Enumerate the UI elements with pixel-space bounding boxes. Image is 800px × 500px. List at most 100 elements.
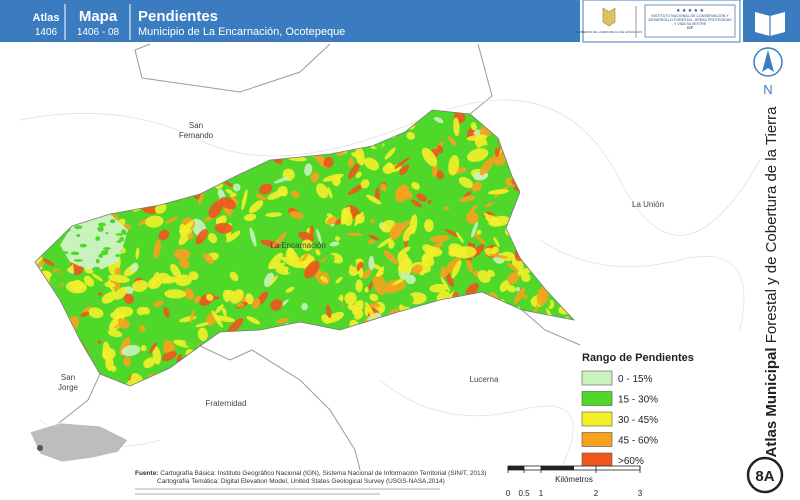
slope-patch [522, 293, 528, 299]
slope-patch [329, 241, 340, 247]
slope-patch [130, 262, 139, 272]
slope-patch [215, 304, 224, 314]
slope-patch [226, 289, 235, 296]
slope-patch [536, 286, 549, 306]
slope-patch [380, 183, 387, 192]
slope-patch [97, 340, 102, 344]
slope-patch [471, 181, 482, 192]
slope-patch [154, 203, 167, 214]
slope-patch [369, 293, 379, 302]
slope-patch [421, 251, 435, 264]
slope-patch [98, 222, 106, 227]
scale-tick-label: 1 [539, 489, 544, 498]
slope-patch [178, 228, 192, 246]
slope-patch [70, 251, 80, 256]
slope-patch [340, 206, 351, 225]
slope-patch [358, 267, 364, 278]
slope-patch [326, 216, 338, 225]
slope-patch [465, 283, 479, 296]
slope-patch [197, 327, 208, 342]
slope-patch [184, 288, 195, 300]
institute-acronym: ICF [687, 26, 693, 30]
north-label: N [763, 82, 772, 97]
slope-patch [446, 257, 462, 273]
slope-patch [142, 307, 150, 315]
slope-patch [470, 221, 479, 239]
place-label: La Unión [632, 200, 664, 209]
slope-patch [309, 225, 314, 238]
header-bar [0, 0, 580, 42]
slope-patch [124, 379, 136, 386]
slope-patch [268, 252, 284, 270]
slope-patch [392, 157, 411, 170]
slope-patch [347, 157, 354, 168]
slope-patch [493, 237, 500, 248]
slope-patch [164, 289, 186, 299]
slope-patch [301, 239, 313, 251]
slope-patch [434, 116, 444, 124]
slope-patch [288, 267, 292, 273]
map-subtitle: Municipio de La Encarnación, Ocotepeque [138, 26, 345, 38]
slope-patch [119, 236, 125, 242]
atlas-label: Atlas [33, 12, 60, 24]
source-line: Cartografía Temática: Digital Elevation … [157, 478, 445, 485]
slope-patch [95, 236, 101, 242]
scale-tick-label: 3 [638, 489, 643, 498]
slope-patch [377, 237, 392, 248]
honduras-inset [29, 422, 129, 463]
slope-patch [275, 265, 292, 275]
slope-patch [315, 249, 321, 256]
slope-patch [138, 324, 146, 332]
slope-patch [83, 275, 95, 287]
slope-patch [437, 144, 444, 154]
slope-patch [123, 293, 134, 304]
slope-patch [463, 191, 472, 198]
sources-label: Fuente: [135, 470, 158, 477]
legend-title: Rango de Pendientes [582, 352, 694, 364]
slope-patch [417, 238, 424, 247]
slope-patch [291, 190, 300, 198]
slope-patch [117, 318, 130, 330]
slope-patch [214, 222, 233, 234]
slope-patch [394, 184, 410, 203]
slope-patch [195, 322, 209, 328]
slope-patch [236, 302, 245, 308]
slope-patch [368, 281, 373, 291]
slope-patch [140, 345, 147, 352]
place-label: La Encarnación [270, 241, 326, 250]
slope-patch [421, 147, 438, 167]
slope-patch [207, 233, 218, 244]
slope-patch [469, 204, 479, 213]
slope-patch [451, 260, 462, 279]
slope-patch [163, 340, 176, 352]
slope-patch [249, 227, 257, 247]
slope-patch [388, 240, 395, 249]
slope-patch [320, 276, 328, 283]
slope-patch [443, 206, 450, 211]
legend-label: >60% [618, 456, 644, 467]
slope-patch [190, 309, 195, 323]
slope-patch [49, 270, 64, 290]
slope-patch [301, 302, 308, 311]
slope-patch [272, 232, 287, 249]
source-line: Cartografía Básica: Instituto Geográfico… [160, 470, 486, 477]
slope-patch [335, 299, 343, 310]
slope-patch [409, 125, 416, 130]
slope-patch [287, 248, 300, 264]
slope-patch [411, 199, 422, 208]
slope-patch [132, 279, 148, 293]
slope-patch [476, 229, 482, 235]
slope-patch [193, 295, 202, 304]
page-number: 8A [755, 468, 774, 485]
slope-patch [376, 266, 385, 277]
slope-patch [383, 250, 398, 265]
slope-patch [477, 270, 491, 283]
slope-patch [435, 266, 442, 277]
slope-patch [470, 122, 477, 131]
slope-patch [479, 158, 494, 176]
legend-label: 45 - 60% [618, 436, 658, 447]
slope-patch [214, 315, 236, 323]
slope-patch [320, 254, 335, 273]
slope-patch [506, 284, 516, 293]
